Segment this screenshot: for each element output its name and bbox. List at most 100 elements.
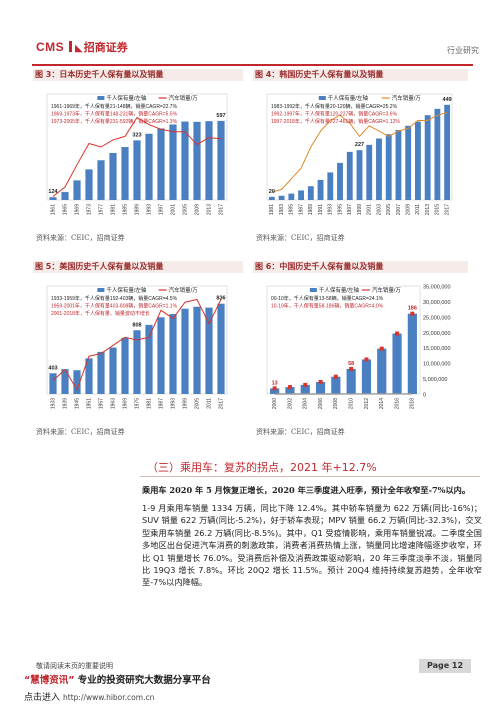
ownership-marker	[379, 346, 384, 351]
annotation-text: 1969-1973年，千人保有量148-231辆，销量CAGR=5.5%	[51, 111, 178, 118]
bar	[405, 125, 412, 200]
legend-swatch-bars	[97, 96, 105, 100]
x-tick-label: 1963	[110, 398, 116, 409]
ownership-marker	[287, 385, 292, 390]
bar	[288, 193, 295, 200]
point-label: 808	[132, 322, 141, 328]
x-tick-label: 2016	[394, 398, 400, 409]
ownership-marker	[318, 379, 323, 384]
bar	[193, 306, 201, 394]
bar	[205, 121, 213, 200]
x-tick-label: 2013	[425, 204, 431, 215]
hibor-tagline: 专业的投资研究大数据分享平台	[74, 675, 211, 686]
point-label: 597	[216, 113, 225, 119]
point-label: 403	[48, 365, 57, 371]
x-tick-label: 1933	[50, 398, 56, 409]
figure-4-source: 资料来源：CEIC，招商证券	[256, 234, 345, 242]
annotation-text: 1997-2018年，千人保有量227-461辆，销量CAGR=1.12%	[271, 118, 400, 125]
x-tick-label: 1981	[269, 204, 275, 215]
x-tick-label: 1985	[289, 204, 295, 215]
x-tick-label: 1981	[110, 204, 116, 215]
figure-4-chart: 1981 1983 1985 1987 1989 1991 1993 1995 1997 1999…	[253, 84, 468, 230]
x-tick-label: 1951	[86, 398, 92, 409]
legend-label: 汽车销量/万	[169, 286, 199, 294]
x-tick-label: 2010	[348, 398, 354, 409]
x-tick-label: 1981	[146, 398, 152, 409]
x-tick-label: 2018	[410, 398, 416, 409]
x-tick-label: 1993	[328, 204, 334, 215]
right-tick-label: 15,000,000	[423, 346, 451, 352]
bar	[97, 160, 105, 200]
x-tick-label: 2001	[367, 204, 373, 215]
bar	[145, 133, 153, 200]
annotation-text: 1983-1992年，千人保有量20-120辆，销量CAGR=25.2%	[271, 103, 398, 110]
bar	[97, 351, 105, 394]
legend: 千人保有量/左轴 汽车销量/万	[97, 94, 198, 102]
ownership-marker	[364, 357, 369, 362]
point-label: 449	[443, 97, 452, 103]
annotation-text: 1961-1969年，千人保有量21-148辆，销量CAGR=22.7%	[51, 103, 178, 110]
ownership-marker	[272, 386, 277, 391]
bar	[205, 307, 213, 394]
bar	[49, 197, 57, 200]
x-tick-label: 2017	[444, 204, 450, 215]
x-tick-label: 1973	[86, 204, 92, 215]
annotation-text: 10-19年，千人保有量58-186辆，销量CAGR=4.0%	[271, 303, 384, 310]
annotation-text: 1992-1997年，千人保有量120-227辆，销量CAGR=3.6%	[271, 111, 398, 118]
hibor-url[interactable]: http://www.hibor.com.cn	[63, 693, 155, 702]
paragraph-lead: 乘用车 2020 年 5 月恢复正增长，2020 年三季度进入旺季，预计全年收窄…	[142, 485, 471, 495]
bar	[157, 317, 165, 394]
figure-6-caption: 图 6：中国历史千人保有量以及销量	[253, 261, 468, 273]
x-tick-label: 2009	[406, 204, 412, 215]
bar	[366, 144, 373, 200]
bar	[434, 108, 441, 200]
ownership-marker	[395, 331, 400, 336]
section-label: 行业研究	[447, 46, 479, 55]
ownership-marker	[333, 374, 338, 379]
legend-label: 千人保有量/左轴	[106, 286, 147, 294]
bar	[424, 115, 431, 200]
bar	[109, 152, 117, 200]
figure-5-chart: 1933 1939 1945 1951 1957 1963 1969 1975 1981 1987…	[33, 276, 243, 424]
bar	[361, 359, 372, 394]
right-tick-label: 35,000,000	[423, 285, 451, 291]
legend-swatch-bars	[309, 288, 317, 292]
bar	[377, 348, 387, 394]
enter-link[interactable]: 点击进入	[24, 693, 61, 703]
bar	[376, 138, 382, 200]
annotation-text: 1933-1959年，千人保有量192-403辆，销量CAGR=4.5%	[51, 295, 178, 302]
point-label: 20	[269, 189, 275, 195]
legend-label: 千人保有量/左轴	[106, 94, 147, 102]
x-tick-label: 1945	[74, 398, 80, 409]
x-tick-label: 2003	[376, 204, 382, 215]
bar	[73, 180, 81, 200]
x-tick-label: 1991	[318, 204, 324, 215]
annotation-text: 1959-2001年，千人保有量403-808辆，销量CAGR=1.1%	[51, 303, 178, 310]
section-rule	[140, 476, 480, 477]
legend-label: 汽车销量/万	[392, 94, 422, 102]
bar	[85, 169, 93, 200]
bar	[317, 179, 324, 200]
x-tick-label: 2015	[435, 204, 441, 215]
x-tick-label: 1977	[98, 204, 104, 215]
page-number: Page 12	[419, 659, 471, 673]
bar	[268, 196, 275, 200]
x-tick-label: 1987	[158, 398, 164, 409]
x-tick-label: 2017	[218, 398, 224, 409]
hibor-link[interactable]: 点击进入 http://www.hibor.com.cn	[24, 690, 154, 703]
bar	[109, 347, 117, 394]
x-tick-label: 2006	[318, 398, 324, 409]
bar	[278, 195, 285, 200]
right-tick-label: 30,000,000	[423, 300, 451, 306]
figure-3-source: 资料来源：CEIC，招商证券	[36, 234, 125, 242]
bar	[157, 128, 165, 200]
bar	[73, 370, 81, 394]
sales-line	[52, 116, 222, 197]
bar	[169, 124, 177, 200]
bar	[444, 104, 451, 200]
bar	[61, 369, 69, 394]
right-tick-label: 10,000,000	[423, 362, 451, 368]
x-tick-label: 2005	[386, 204, 392, 215]
right-tick-label: 25,000,000	[423, 315, 451, 321]
annotation-text: 2001-2018年，千人保有量、销量波动不增长	[51, 310, 150, 317]
